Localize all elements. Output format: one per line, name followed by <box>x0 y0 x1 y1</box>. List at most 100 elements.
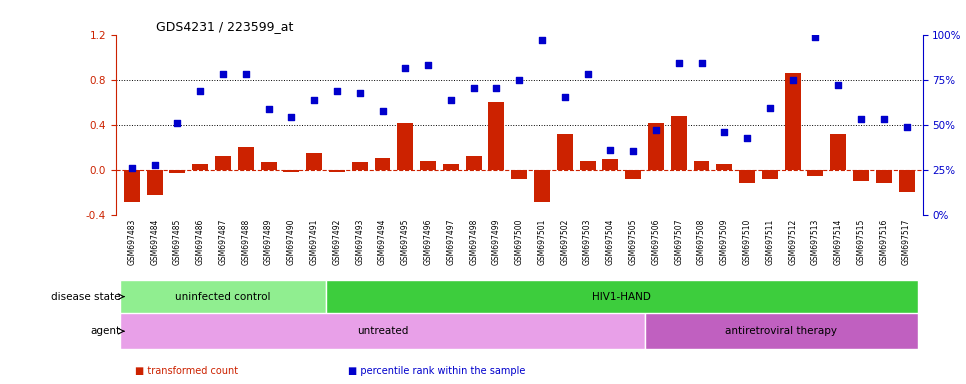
Point <box>215 71 231 77</box>
Text: agent: agent <box>91 326 121 336</box>
Text: GSM697509: GSM697509 <box>720 218 728 265</box>
Point <box>808 34 823 40</box>
Point <box>898 124 914 130</box>
Bar <box>147 170 162 195</box>
Bar <box>329 170 345 172</box>
Bar <box>352 162 368 170</box>
Text: GSM697513: GSM697513 <box>810 218 820 265</box>
Text: untreated: untreated <box>356 326 409 336</box>
Bar <box>442 164 459 170</box>
Text: GSM697499: GSM697499 <box>492 218 501 265</box>
Bar <box>784 73 801 170</box>
Point <box>238 71 253 77</box>
Point <box>876 116 892 122</box>
Bar <box>511 170 527 179</box>
Point <box>694 60 709 66</box>
Bar <box>397 122 413 170</box>
Text: GSM697483: GSM697483 <box>128 218 136 265</box>
Bar <box>169 170 185 173</box>
Point <box>489 84 504 91</box>
Point <box>329 88 345 94</box>
Point <box>557 94 573 100</box>
Bar <box>489 102 504 170</box>
Text: GSM697486: GSM697486 <box>196 218 205 265</box>
Text: ■ percentile rank within the sample: ■ percentile rank within the sample <box>348 366 526 376</box>
Point <box>762 105 778 111</box>
Point <box>306 97 322 103</box>
Text: GDS4231 / 223599_at: GDS4231 / 223599_at <box>156 20 294 33</box>
Text: GSM697493: GSM697493 <box>355 218 364 265</box>
Text: GSM697512: GSM697512 <box>788 218 797 265</box>
Text: GSM697490: GSM697490 <box>287 218 296 265</box>
Bar <box>603 159 618 170</box>
Text: GSM697485: GSM697485 <box>173 218 182 265</box>
Text: HIV1-HAND: HIV1-HAND <box>592 291 651 302</box>
Point <box>717 129 732 135</box>
Bar <box>215 156 231 170</box>
Bar <box>375 157 390 170</box>
Text: GSM697497: GSM697497 <box>446 218 455 265</box>
Text: GSM697487: GSM697487 <box>218 218 228 265</box>
Point <box>125 165 140 171</box>
Point <box>170 119 185 126</box>
Bar <box>762 170 778 179</box>
Bar <box>648 122 664 170</box>
Text: GSM697514: GSM697514 <box>834 218 842 265</box>
Bar <box>121 313 644 349</box>
Text: GSM697508: GSM697508 <box>697 218 706 265</box>
Bar <box>876 170 892 184</box>
Text: GSM697488: GSM697488 <box>242 218 250 265</box>
Point <box>443 97 459 103</box>
Text: GSM697505: GSM697505 <box>629 218 638 265</box>
Point <box>785 77 801 83</box>
Point <box>466 84 481 91</box>
Bar <box>466 156 482 170</box>
Text: GSM697491: GSM697491 <box>310 218 319 265</box>
Bar <box>556 134 573 170</box>
Bar <box>670 116 687 170</box>
Bar <box>420 161 436 170</box>
Bar <box>739 170 755 184</box>
Bar <box>326 280 918 313</box>
Bar <box>898 170 915 192</box>
Text: GSM697500: GSM697500 <box>515 218 524 265</box>
Point <box>147 162 162 169</box>
Point <box>853 116 868 122</box>
Bar <box>534 170 550 202</box>
Bar <box>830 134 846 170</box>
Text: GSM697516: GSM697516 <box>879 218 889 265</box>
Text: GSM697504: GSM697504 <box>606 218 615 265</box>
Bar <box>625 170 641 179</box>
Bar <box>644 313 918 349</box>
Text: disease state: disease state <box>51 291 121 302</box>
Bar <box>306 153 322 170</box>
Text: GSM697501: GSM697501 <box>537 218 547 265</box>
Point <box>352 90 367 96</box>
Text: ■ transformed count: ■ transformed count <box>135 366 239 376</box>
Point <box>739 135 754 141</box>
Text: GSM697517: GSM697517 <box>902 218 911 265</box>
Bar <box>238 147 254 170</box>
Bar <box>124 170 140 202</box>
Point <box>192 88 208 94</box>
Point <box>398 65 413 71</box>
Bar <box>717 164 732 170</box>
Bar <box>853 170 869 181</box>
Point <box>375 108 390 114</box>
Text: GSM697489: GSM697489 <box>264 218 273 265</box>
Point <box>831 82 846 88</box>
Point <box>420 62 436 68</box>
Point <box>261 106 276 112</box>
Text: GSM697507: GSM697507 <box>674 218 683 265</box>
Text: antiretroviral therapy: antiretroviral therapy <box>725 326 838 336</box>
Text: GSM697494: GSM697494 <box>378 218 387 265</box>
Bar <box>808 170 823 175</box>
Point <box>671 60 687 66</box>
Bar <box>283 170 299 172</box>
Bar <box>121 280 326 313</box>
Text: GSM697506: GSM697506 <box>651 218 661 265</box>
Text: uninfected control: uninfected control <box>175 291 270 302</box>
Text: GSM697498: GSM697498 <box>469 218 478 265</box>
Text: GSM697510: GSM697510 <box>743 218 752 265</box>
Text: GSM697496: GSM697496 <box>423 218 433 265</box>
